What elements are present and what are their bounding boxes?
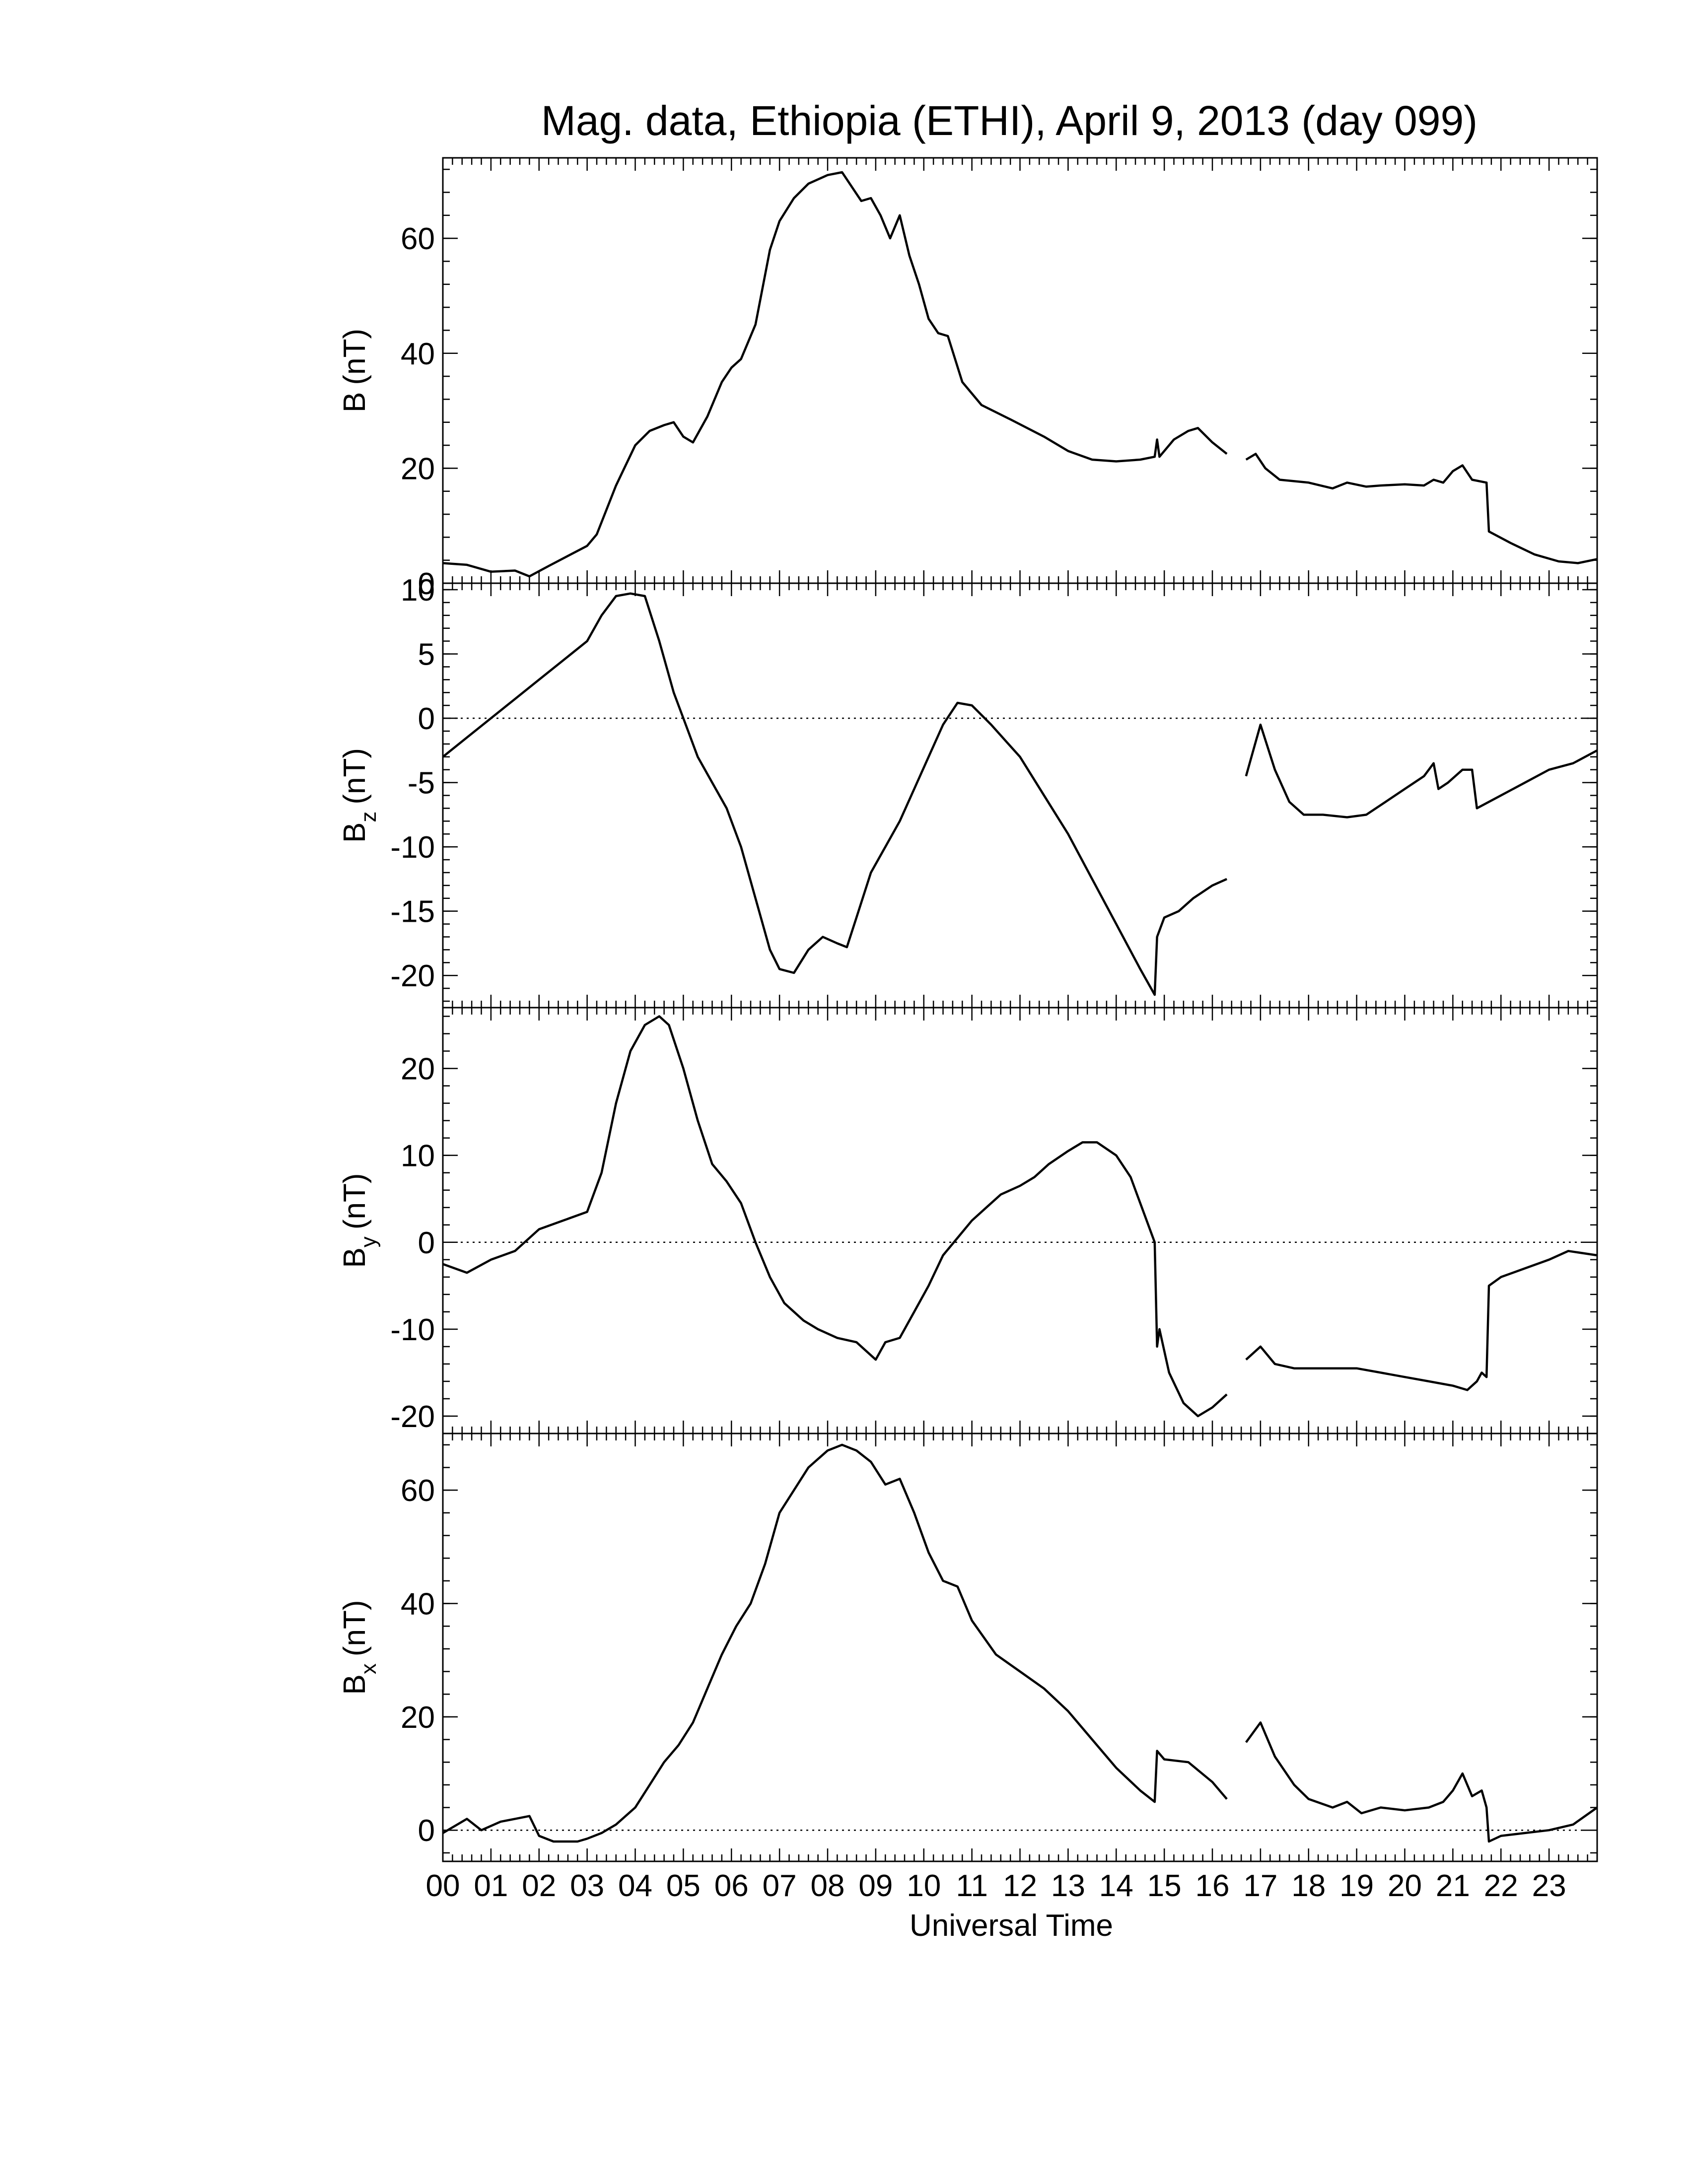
x-tick-label: 18	[1291, 1869, 1326, 1903]
y-tick-label: 20	[401, 1052, 435, 1087]
y-axis-label: Bz(nT)	[338, 748, 381, 843]
y-tick-label: -20	[390, 1400, 435, 1434]
y-tick-label: -20	[390, 959, 435, 993]
panel-bx: 0 20 40 60 Bx(nT)	[338, 1433, 1598, 1862]
x-tick-label: 19	[1339, 1869, 1374, 1903]
panels: 0 20 40 60 B(nT) -20 -15 -10 -5 0 5 10 Bz(nT) -20 -10 0…	[338, 157, 1598, 1862]
x-tick-label: 09	[858, 1869, 893, 1903]
series-line-bx-1	[442, 1443, 1228, 1843]
x-axis-label: Universal Time	[910, 1909, 1113, 1943]
x-tick-label: 16	[1196, 1869, 1230, 1903]
x-tick-label: 10	[907, 1869, 941, 1903]
x-tick-label: 12	[1003, 1869, 1037, 1903]
y-tick-label: 0	[418, 567, 435, 601]
y-tick-label: -10	[390, 830, 435, 865]
y-tick-label: 40	[401, 1587, 435, 1622]
x-tick-label: 03	[570, 1869, 604, 1903]
series-line-by-1	[442, 1015, 1228, 1418]
x-tick-labels: 00 01 02 03 04 05 06 07 08 09 10 11 12 13 14 15 16 17 18 19…	[426, 1869, 1566, 1903]
x-tick-label: 08	[811, 1869, 845, 1903]
x-tick-label: 14	[1099, 1869, 1133, 1903]
series-line-b-1	[442, 171, 1228, 578]
y-tick-label: 0	[418, 702, 435, 736]
y-tick-label: 0	[418, 1814, 435, 1848]
y-tick-label: 20	[401, 1701, 435, 1735]
x-tick-label: 17	[1243, 1869, 1277, 1903]
y-tick-label: 60	[401, 1474, 435, 1508]
x-tick-label: 21	[1436, 1869, 1470, 1903]
panel-frame	[442, 1007, 1598, 1434]
panel-frame	[442, 582, 1598, 1009]
series-line-b-2	[1245, 453, 1598, 564]
series-line-bx-2	[1245, 1721, 1598, 1843]
y-tick-label: -5	[408, 766, 435, 801]
series-line-by-2	[1245, 1250, 1598, 1391]
x-tick-label: 07	[763, 1869, 797, 1903]
y-axis-label: By(nT)	[338, 1173, 381, 1268]
x-tick-label: 11	[956, 1869, 987, 1903]
panel-bz: -20 -15 -10 -5 0 5 10 Bz(nT)	[338, 573, 1598, 1009]
y-tick-label: 5	[418, 638, 435, 672]
y-tick-label: 0	[418, 1226, 435, 1260]
y-tick-label: -10	[390, 1313, 435, 1347]
series-line-bz-1	[442, 592, 1228, 996]
x-tick-label: 13	[1051, 1869, 1085, 1903]
y-axis-label: Bx(nT)	[338, 1600, 381, 1695]
x-tick-label: 05	[666, 1869, 701, 1903]
y-tick-label: 10	[401, 1139, 435, 1173]
panel-by: -20 -10 0 10 20 By(nT)	[338, 1007, 1598, 1434]
x-tick-label: 22	[1484, 1869, 1518, 1903]
y-tick-label: 20	[401, 452, 435, 486]
y-axis-label: B(nT)	[338, 329, 372, 412]
series-line-bz-2	[1245, 723, 1598, 819]
chart-title: Mag. data, Ethiopia (ETHI), April 9, 201…	[541, 97, 1477, 144]
panel-b: 0 20 40 60 B(nT)	[338, 157, 1598, 601]
x-tick-label: 04	[618, 1869, 652, 1903]
x-tick-label: 23	[1532, 1869, 1566, 1903]
x-tick-label: 01	[474, 1869, 508, 1903]
x-tick-label: 02	[522, 1869, 556, 1903]
x-tick-label: 06	[714, 1869, 749, 1903]
panel-frame	[442, 157, 1598, 584]
y-tick-label: 10	[401, 573, 435, 608]
y-tick-label: -15	[390, 895, 435, 929]
x-tick-label: 20	[1388, 1869, 1422, 1903]
x-tick-label: 15	[1147, 1869, 1182, 1903]
y-tick-label: 60	[401, 222, 435, 256]
panel-frame	[442, 1433, 1598, 1862]
y-tick-label: 40	[401, 337, 435, 371]
x-tick-label: 00	[426, 1869, 460, 1903]
